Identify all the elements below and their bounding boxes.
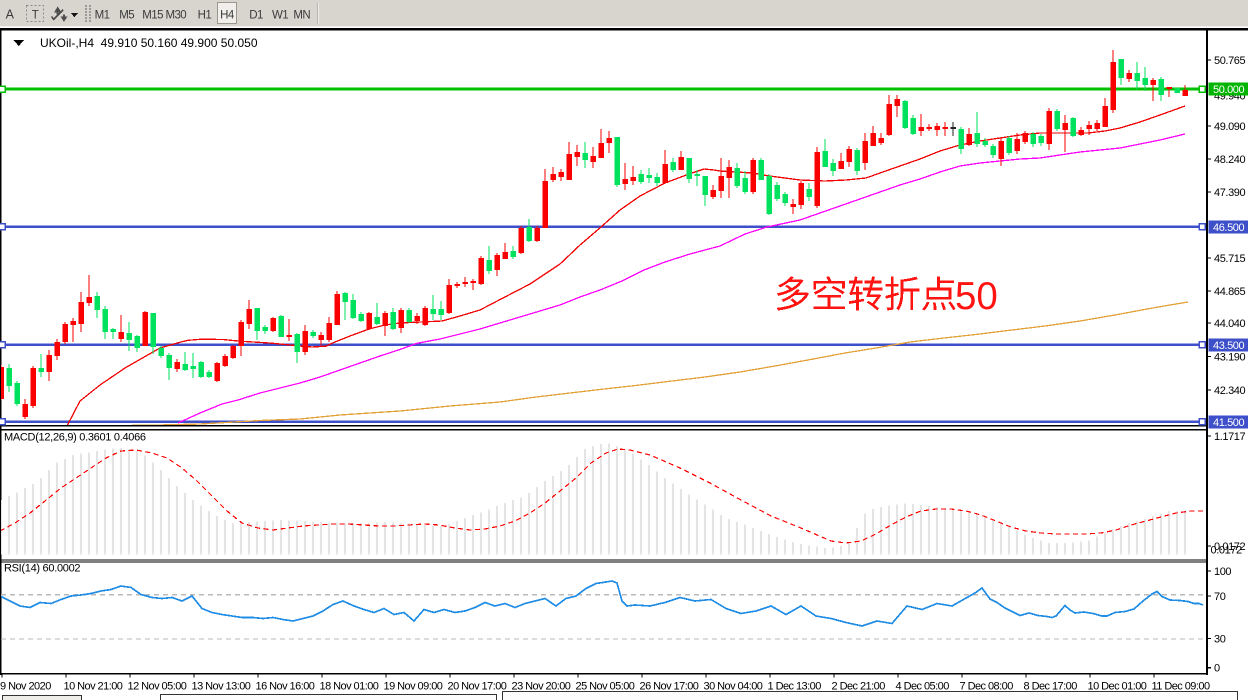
svg-text:41.500: 41.500 xyxy=(1213,417,1245,429)
svg-text:1 Dec 13:00: 1 Dec 13:00 xyxy=(768,681,822,693)
svg-text:25 Nov 05:00: 25 Nov 05:00 xyxy=(576,681,635,693)
svg-text:70: 70 xyxy=(1214,591,1226,603)
svg-text:A: A xyxy=(6,8,15,22)
svg-text:UKOil-,H4 49.910 50.160 49.90: UKOil-,H4 49.910 50.160 49.900 50.050 xyxy=(40,36,258,50)
svg-text:1.1717: 1.1717 xyxy=(1214,431,1246,443)
svg-text:30 Nov 04:00: 30 Nov 04:00 xyxy=(704,681,763,693)
svg-text:0: 0 xyxy=(1214,663,1220,675)
svg-text:45.715: 45.715 xyxy=(1214,253,1246,265)
svg-text:44.865: 44.865 xyxy=(1214,286,1246,298)
svg-text:RSI(14) 60.0002: RSI(14) 60.0002 xyxy=(4,563,80,575)
svg-text:50.765: 50.765 xyxy=(1214,55,1246,67)
svg-text:7 Dec 08:00: 7 Dec 08:00 xyxy=(960,681,1014,693)
svg-text:12 Nov 05:00: 12 Nov 05:00 xyxy=(128,681,187,693)
svg-text:19 Nov 09:00: 19 Nov 09:00 xyxy=(384,681,443,693)
svg-text:W1: W1 xyxy=(272,10,288,22)
svg-text:23 Nov 20:00: 23 Nov 20:00 xyxy=(512,681,571,693)
svg-text:48.240: 48.240 xyxy=(1214,154,1246,166)
svg-text:46.500: 46.500 xyxy=(1213,222,1245,234)
svg-text:100: 100 xyxy=(1214,566,1231,578)
svg-text:T: T xyxy=(32,10,39,22)
svg-text:9 Nov 2020: 9 Nov 2020 xyxy=(0,681,51,693)
svg-text:18 Nov 01:00: 18 Nov 01:00 xyxy=(320,681,379,693)
svg-text:20 Nov 17:00: 20 Nov 17:00 xyxy=(448,681,507,693)
svg-text:8 Dec 17:00: 8 Dec 17:00 xyxy=(1024,681,1078,693)
svg-text:M15: M15 xyxy=(142,10,163,22)
svg-text:0.0172: 0.0172 xyxy=(1211,545,1243,557)
svg-text:43.500: 43.500 xyxy=(1213,340,1245,352)
svg-text:50: 50 xyxy=(955,275,998,318)
svg-text:D1: D1 xyxy=(249,10,263,22)
svg-text:MACD(12,26,9) 0.3601 0.4066: MACD(12,26,9) 0.3601 0.4066 xyxy=(4,432,146,444)
svg-text:49.090: 49.090 xyxy=(1214,121,1246,133)
svg-text:M30: M30 xyxy=(166,10,187,22)
svg-text:47.390: 47.390 xyxy=(1214,187,1246,199)
svg-text:M5: M5 xyxy=(119,10,134,22)
svg-text:2 Dec 21:00: 2 Dec 21:00 xyxy=(832,681,886,693)
svg-text:44.040: 44.040 xyxy=(1214,318,1246,330)
svg-text:11 Dec 09:00: 11 Dec 09:00 xyxy=(1152,681,1210,693)
svg-text:16 Nov 16:00: 16 Nov 16:00 xyxy=(256,681,315,693)
svg-text:26 Nov 17:00: 26 Nov 17:00 xyxy=(640,681,699,693)
svg-text:H1: H1 xyxy=(198,10,212,22)
svg-text:42.340: 42.340 xyxy=(1214,385,1246,397)
svg-text:13 Nov 13:00: 13 Nov 13:00 xyxy=(192,681,251,693)
svg-text:MN: MN xyxy=(293,10,310,22)
svg-text:10 Dec 01:00: 10 Dec 01:00 xyxy=(1088,681,1147,693)
svg-text:30: 30 xyxy=(1214,634,1226,646)
svg-text:M1: M1 xyxy=(95,10,110,22)
svg-text:50.000: 50.000 xyxy=(1213,84,1245,96)
svg-text:10 Nov 21:00: 10 Nov 21:00 xyxy=(64,681,123,693)
svg-text:H4: H4 xyxy=(220,10,235,22)
svg-text:4 Dec 05:00: 4 Dec 05:00 xyxy=(896,681,950,693)
svg-text:43.190: 43.190 xyxy=(1214,352,1246,364)
svg-text:0.0172: 0.0172 xyxy=(1214,541,1246,553)
